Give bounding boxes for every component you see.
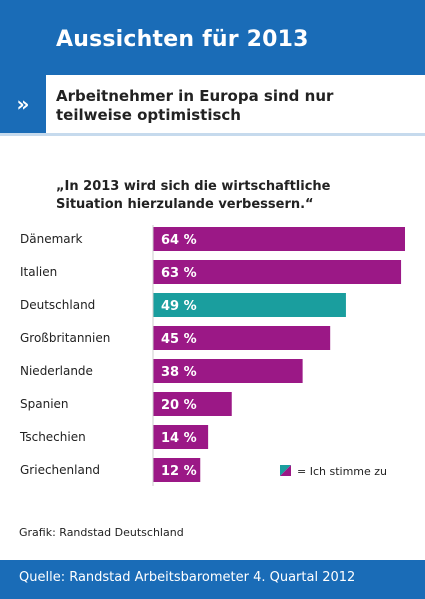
category-label-2: Deutschland (20, 298, 95, 312)
legend-label: = Ich stimme zu (297, 465, 387, 478)
divider-stripe (0, 133, 425, 136)
bar-7 (153, 458, 201, 482)
chart-title: „In 2013 wird sich die wirtschaftliche S… (56, 179, 331, 212)
category-label-5: Spanien (20, 397, 69, 411)
category-label-7: Griechenland (20, 463, 100, 477)
legend-swatch-default (280, 465, 291, 476)
category-label-0: Dänemark (20, 232, 83, 246)
chevron-icon: » (0, 75, 46, 133)
value-label-4: 38 % (161, 365, 197, 380)
category-label-6: Tschechien (19, 430, 86, 444)
value-label-5: 20 % (161, 398, 197, 413)
category-label-1: Italien (20, 265, 57, 279)
page-title: Aussichten für 2013 (56, 27, 309, 52)
caption: Grafik: Randstad Deutschland (19, 526, 184, 539)
source-note: Quelle: Randstad Arbeitsbarometer 4. Qua… (19, 570, 356, 585)
category-label-3: Großbritannien (20, 331, 110, 345)
value-label-0: 64 % (161, 233, 197, 248)
value-label-3: 45 % (161, 332, 197, 347)
category-label-4: Niederlande (20, 364, 93, 378)
bar-4 (153, 359, 303, 383)
bar-0 (153, 227, 405, 251)
subtitle: Arbeitnehmer in Europa sind nur teilweis… (56, 87, 334, 124)
bar-6 (153, 425, 209, 449)
bar-1 (153, 260, 402, 284)
header-bar (0, 0, 425, 75)
bar-3 (153, 326, 331, 350)
value-label-6: 14 % (161, 431, 197, 446)
value-label-1: 63 % (161, 266, 197, 281)
value-label-7: 12 % (161, 464, 197, 479)
bar-5 (153, 392, 232, 416)
footer-bar (0, 560, 425, 599)
subtitle-bar (0, 75, 425, 133)
value-label-2: 49 % (161, 299, 197, 314)
bar-2 (153, 293, 346, 317)
